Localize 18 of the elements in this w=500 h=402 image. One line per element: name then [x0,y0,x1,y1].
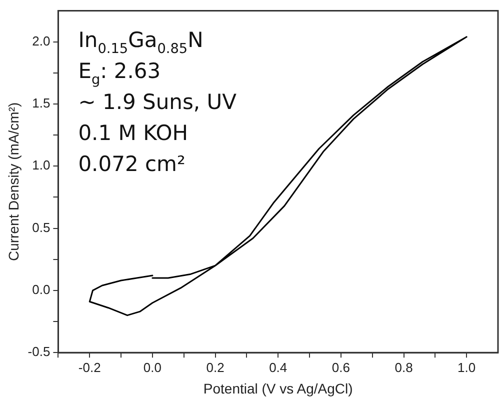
annotation: 0.1 M KOH [78,120,188,145]
x-tick-label: 0.6 [332,360,350,375]
x-tick-label: 1.0 [458,360,476,375]
x-tick-label: 0.0 [143,360,162,375]
y-axis-title: Current Density (mA/cm²) [5,102,22,262]
y-tick-label: -0.5 [28,344,50,360]
x-tick-label: -0.2 [78,360,101,375]
annotation: ~ 1.9 Suns, UV [78,90,238,114]
y-tick-label: 1.5 [32,96,50,111]
x-axis-title: Potential (V vs Ag/AgCl) [203,380,353,396]
y-tick-label: 0.0 [32,282,50,298]
annotation: 0.072 cm² [78,152,186,176]
y-tick-label: 0.5 [32,220,50,235]
y-tick-label: 1.0 [32,158,50,173]
y-tick-label: 2.0 [32,33,50,48]
x-tick-label: 0.8 [394,360,413,375]
x-tick-label: 0.2 [206,360,224,375]
x-tick-label: 0.4 [269,360,288,375]
